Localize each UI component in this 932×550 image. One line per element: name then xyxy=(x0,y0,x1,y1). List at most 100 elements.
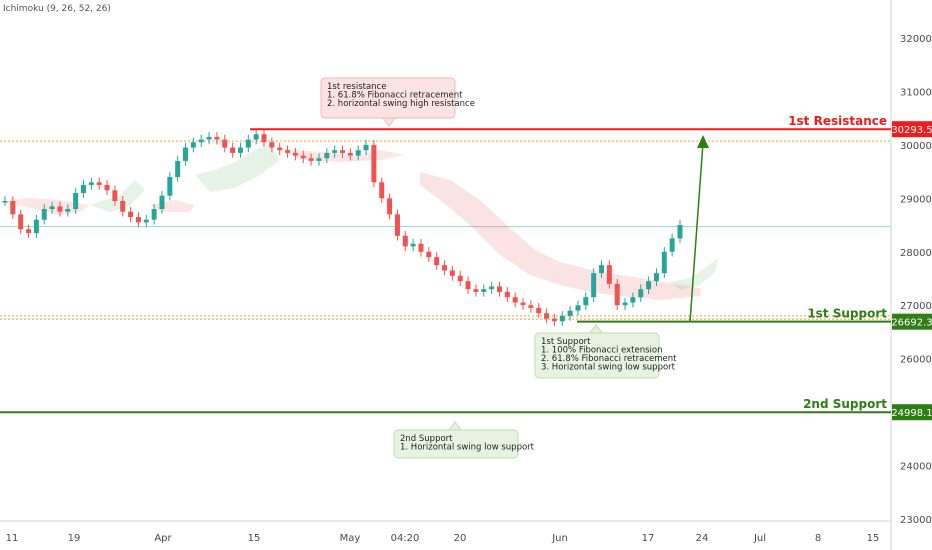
candle-body xyxy=(120,201,126,212)
candle-body xyxy=(402,235,408,247)
y-tick-label: 30000.0 xyxy=(900,141,932,152)
support1-note-pointer xyxy=(589,324,603,334)
candle-body xyxy=(559,315,565,322)
y-tick-label: 23000.0 xyxy=(900,515,932,526)
support1-note-text: 1. 100% Fibonacci extension xyxy=(541,346,663,356)
candle-body xyxy=(536,307,542,314)
candle-body xyxy=(669,238,675,252)
resistance-note-text: 1. 61.8% Fibonacci retracement xyxy=(327,91,463,101)
candle-body xyxy=(159,195,165,210)
candle-body xyxy=(269,142,275,148)
x-tick-label: 15 xyxy=(248,533,261,544)
candle-body xyxy=(198,139,204,143)
candle-body xyxy=(292,152,298,156)
candle-body xyxy=(426,251,432,258)
candle-body xyxy=(591,273,597,298)
candle-body xyxy=(677,225,683,239)
candle-body xyxy=(253,134,259,140)
candle-body xyxy=(661,251,667,274)
x-tick-label: 11 xyxy=(6,533,19,544)
candle-body xyxy=(473,289,479,292)
y-tick-label: 24000.0 xyxy=(900,462,932,473)
candle-body xyxy=(504,291,510,298)
candle-body xyxy=(528,305,534,308)
candle-body xyxy=(230,147,236,153)
candle-body xyxy=(481,289,487,292)
candle-body xyxy=(638,289,644,298)
candle-body xyxy=(261,134,267,143)
candle-body xyxy=(49,206,55,210)
candle-body xyxy=(41,209,47,220)
resistance-note-text: 2. horizontal swing high resistance xyxy=(327,99,475,109)
candle-body xyxy=(434,257,440,266)
candle-body xyxy=(316,158,322,161)
candle-body xyxy=(135,217,141,223)
candle-body xyxy=(449,270,455,276)
candle-body xyxy=(190,142,196,148)
candle-body xyxy=(496,286,502,292)
candle-body xyxy=(583,297,589,306)
candle-body xyxy=(614,283,620,306)
x-tick-label: Jul xyxy=(753,533,766,544)
candle-body xyxy=(347,152,353,156)
ichimoku-cloud xyxy=(150,200,195,212)
candle-body xyxy=(143,219,149,223)
candle-body xyxy=(465,281,471,290)
x-tick-label: 24 xyxy=(696,533,709,544)
candle-body xyxy=(128,211,134,218)
candle-body xyxy=(394,214,400,236)
candle-body xyxy=(151,209,157,220)
x-tick-label: Apr xyxy=(154,533,172,544)
candle-body xyxy=(653,273,659,282)
candle-body xyxy=(222,139,228,148)
candle-body xyxy=(285,150,291,153)
support1-note-text: 1st Support xyxy=(541,337,591,347)
candle-body xyxy=(10,201,16,215)
x-tick-label: 04:20 xyxy=(391,533,420,544)
support2-note-text: 1. Horizontal swing low support xyxy=(400,443,535,453)
y-tick-label: 27000.0 xyxy=(900,301,932,312)
y-tick-label: 26000.0 xyxy=(900,355,932,366)
candle-body xyxy=(65,209,71,212)
resistance-1-label: 1st Resistance xyxy=(788,114,887,128)
resistance-1-price-tag-text: 30293.5 xyxy=(891,125,932,136)
support1-note-text: 3. Horizontal swing low support xyxy=(541,363,676,373)
x-tick-label: 17 xyxy=(642,533,655,544)
candle-body xyxy=(80,184,86,193)
candle-body xyxy=(214,136,220,140)
candle-body xyxy=(606,265,612,284)
candle-body xyxy=(300,155,306,159)
x-tick-label: May xyxy=(340,533,361,544)
support-2-price-tag-text: 24998.1 xyxy=(891,408,932,419)
support-2-label: 2nd Support xyxy=(803,397,887,411)
candle-body xyxy=(410,243,416,247)
candle-body xyxy=(355,150,361,156)
candle-body xyxy=(237,147,243,153)
support2-note-pointer xyxy=(448,421,462,431)
x-tick-label: 8 xyxy=(815,533,821,544)
y-tick-label: 28000.0 xyxy=(900,248,932,259)
candle-body xyxy=(206,136,212,140)
candle-body xyxy=(387,198,393,215)
candle-body xyxy=(575,305,581,311)
candle-body xyxy=(2,201,8,203)
y-tick-label: 32000.0 xyxy=(900,34,932,45)
candle-body xyxy=(167,176,173,196)
candle-body xyxy=(183,147,189,161)
candle-body xyxy=(544,313,550,319)
support1-note-text: 2. 61.8% Fibonacci retracement xyxy=(541,354,677,364)
candle-body xyxy=(277,147,283,151)
y-tick-label: 29000.0 xyxy=(900,194,932,205)
candle-body xyxy=(379,182,385,199)
candle-body xyxy=(96,182,102,185)
support-1-label: 1st Support xyxy=(807,307,887,321)
candle-body xyxy=(442,265,448,271)
candle-body xyxy=(57,206,63,212)
support-1-price-tag xyxy=(892,313,932,330)
support-2-price-tag xyxy=(892,404,932,421)
candle-body xyxy=(175,160,181,177)
x-tick-label: 15 xyxy=(867,533,880,544)
candle-body xyxy=(340,150,345,153)
x-tick-label: Jun xyxy=(551,533,568,544)
